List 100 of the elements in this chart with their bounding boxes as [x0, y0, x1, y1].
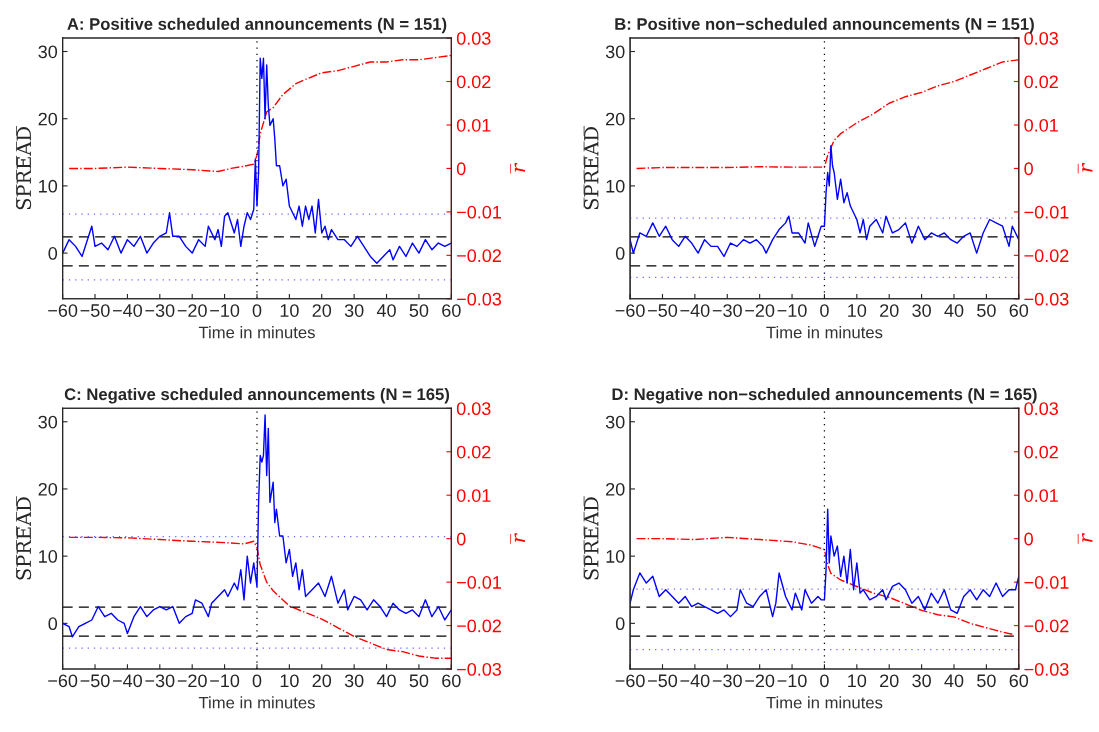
y-tick-label: 0: [615, 617, 625, 631]
x-tick-label: −10: [777, 674, 807, 688]
x-tick-label: −20: [177, 674, 207, 688]
x-tick-label: 20: [312, 304, 332, 317]
line-series: [635, 59, 1019, 170]
x-tick-label: 10: [280, 304, 299, 317]
y2-tick-label: −0.02: [1024, 619, 1069, 633]
y2-tick-label: 0: [1024, 532, 1033, 546]
x-tick-label: −60: [48, 674, 78, 688]
x-tick-label: 60: [442, 674, 461, 688]
y2-axis-title: r̅: [1077, 162, 1093, 174]
y-tick-label: 20: [606, 482, 625, 496]
x-tick-label: 0: [820, 674, 829, 688]
line-series: [635, 536, 1013, 635]
line-series: [68, 54, 452, 173]
y2-tick-label: −0.01: [1024, 576, 1069, 589]
y2-tick-label: 0: [456, 532, 466, 546]
x-tick-label: −60: [615, 304, 645, 317]
x-tick-label: −20: [177, 304, 207, 317]
y2-tick-label: 0.02: [456, 75, 491, 89]
x-tick-label: −40: [680, 304, 710, 317]
y-axis-title: S̅P̅R̅E̅A̅D̅: [583, 496, 599, 580]
y-tick-label: 10: [606, 179, 625, 193]
x-tick-label: 40: [376, 304, 396, 317]
x-tick-label: 0: [820, 304, 829, 317]
y2-tick-label: −0.02: [1024, 249, 1069, 263]
y-tick-label: 0: [48, 617, 58, 631]
y2-tick-label: 0: [456, 162, 466, 176]
y2-tick-label: 0.02: [1024, 445, 1058, 459]
x-tick-label: −20: [745, 674, 775, 688]
y-tick-label: 30: [38, 45, 58, 59]
x-tick-label: −50: [80, 304, 110, 317]
x-tick-label: −30: [145, 674, 175, 688]
y2-tick-label: 0.01: [456, 118, 491, 132]
y2-tick-label: 0: [1024, 162, 1033, 176]
line-series: [68, 536, 452, 659]
y-tick-label: 20: [38, 112, 58, 126]
x-axis-title: Time in minutes: [766, 326, 883, 339]
chart-title: A: Positive scheduled announcements (N = 151): [67, 17, 447, 34]
x-tick-label: 50: [409, 304, 429, 317]
line-series: [62, 414, 452, 638]
y-tick-label: 30: [605, 45, 625, 59]
y2-tick-label: 0.03: [456, 402, 491, 416]
chart-title: C: Negative scheduled announcements (N = 165): [64, 387, 450, 404]
x-tick-label: 60: [1009, 674, 1029, 688]
x-tick-label: 20: [880, 304, 899, 317]
y2-tick-label: −0.01: [457, 576, 501, 589]
x-tick-label: −60: [48, 304, 78, 317]
y-tick-label: 0: [615, 247, 625, 260]
y2-tick-label: −0.01: [457, 205, 501, 219]
y-tick-label: 10: [606, 550, 625, 563]
x-tick-label: −30: [712, 674, 742, 688]
x-tick-label: 30: [912, 674, 931, 688]
x-tick-label: 10: [848, 674, 867, 688]
y2-tick-label: 0.02: [456, 445, 491, 459]
x-tick-label: −30: [712, 304, 742, 317]
x-tick-label: 20: [880, 674, 899, 688]
y2-tick-label: 0.03: [456, 32, 491, 45]
x-tick-label: −10: [777, 304, 807, 317]
chart-title: B: Positive non−scheduled announcements (N = 151): [615, 17, 1034, 34]
chart-title: D: Negative non−scheduled announcements (N = 165): [612, 387, 1037, 404]
x-axis-title: Time in minutes: [766, 696, 883, 709]
line-series: [630, 144, 1019, 258]
x-tick-label: −50: [80, 674, 110, 688]
x-tick-label: 30: [912, 304, 931, 317]
y-axis-title: S̅P̅R̅E̅A̅D̅: [16, 496, 32, 580]
y-tick-label: 30: [38, 415, 58, 429]
y-tick-label: 30: [605, 415, 625, 429]
line-series: [62, 57, 452, 264]
y2-axis-title: r̅: [510, 162, 525, 174]
x-axis-title: Time in minutes: [198, 696, 315, 709]
x-tick-label: −60: [615, 674, 645, 688]
y-tick-label: 10: [39, 179, 58, 193]
y2-axis-title: r̅: [510, 533, 525, 544]
y-tick-label: 10: [39, 550, 58, 563]
x-tick-label: 30: [344, 304, 364, 317]
x-tick-label: 20: [312, 674, 332, 688]
y2-axis-title: r̅: [1077, 533, 1093, 544]
y2-tick-label: 0.01: [1024, 489, 1058, 502]
y2-tick-label: 0.03: [1024, 402, 1058, 416]
y2-tick-label: −0.03: [457, 662, 502, 676]
x-tick-label: 50: [977, 674, 996, 688]
y2-tick-label: 0.02: [1024, 75, 1058, 89]
x-tick-label: 0: [252, 304, 262, 317]
x-axis-title: Time in minutes: [198, 326, 315, 339]
y2-tick-label: 0.01: [1024, 118, 1058, 132]
x-tick-label: −50: [648, 304, 678, 317]
y2-tick-label: 0.01: [456, 489, 491, 502]
y-axis-title: S̅P̅R̅E̅A̅D̅: [583, 126, 599, 210]
x-tick-label: 60: [1009, 304, 1029, 317]
x-tick-label: 0: [252, 674, 262, 688]
y2-tick-label: −0.03: [1024, 292, 1069, 306]
x-tick-label: −40: [113, 674, 143, 688]
y2-tick-label: −0.03: [1024, 662, 1069, 676]
x-tick-label: 40: [944, 304, 964, 317]
x-tick-label: 50: [977, 304, 996, 317]
x-tick-label: −30: [145, 304, 175, 317]
y-tick-label: 0: [48, 247, 58, 260]
x-tick-label: 40: [376, 674, 396, 688]
x-tick-label: 50: [409, 674, 429, 688]
